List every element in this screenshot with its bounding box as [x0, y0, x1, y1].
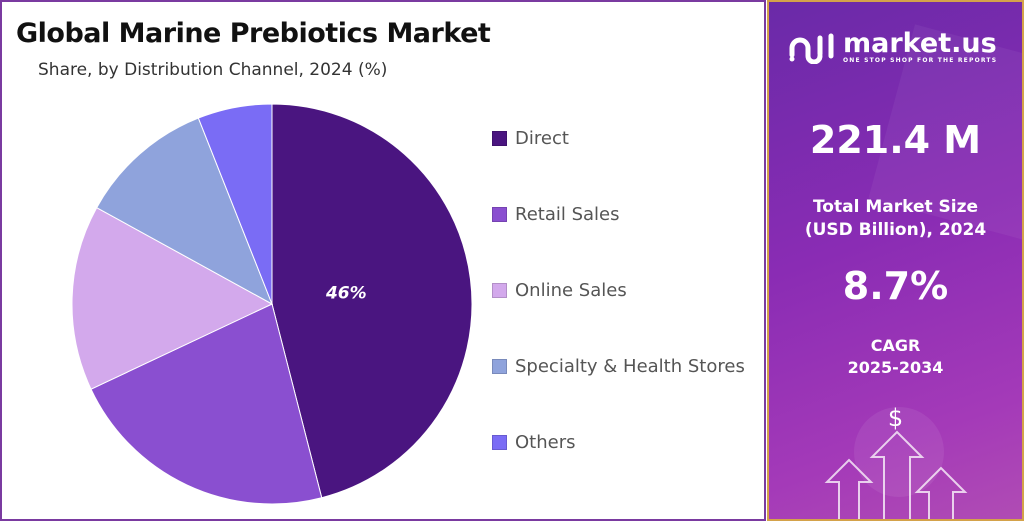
chart-panel: Global Marine Prebiotics Market Share, b…: [0, 0, 766, 521]
legend-item: Retail Sales: [492, 204, 620, 225]
legend-swatch: [492, 283, 507, 298]
legend-label: Others: [515, 432, 576, 453]
market-us-logo-icon: [789, 33, 834, 64]
legend-item: Direct: [492, 128, 569, 149]
market-size-value: 221.4 M: [809, 118, 982, 162]
brand-name: market.us: [843, 27, 997, 59]
pie-slice-direct: [271, 103, 473, 499]
legend-label: Specialty & Health Stores: [515, 356, 745, 377]
legend-swatch: [492, 359, 507, 374]
brand-tagline: ONE STOP SHOP FOR THE REPORTS: [843, 56, 998, 64]
market-size-label-2: (USD Billion), 2024: [804, 220, 987, 240]
summary-panel: market.us ONE STOP SHOP FOR THE REPORTS …: [767, 0, 1024, 521]
pie-slice-online-sales: [71, 206, 274, 390]
legend-item: Online Sales: [492, 280, 627, 301]
legend-item: Others: [492, 432, 576, 453]
cagr-label: CAGR: [870, 336, 921, 355]
market-size-label-1: Total Market Size: [812, 197, 979, 217]
cagr-value: 8.7%: [842, 264, 949, 308]
arrows-decoration: [824, 24, 1022, 519]
legend-swatch: [492, 131, 507, 146]
legend-swatch: [492, 207, 507, 222]
chart-title: Global Marine Prebiotics Market: [16, 18, 491, 49]
brand-logo: market.us ONE STOP SHOP FOR THE REPORTS: [787, 30, 997, 64]
pie-slice-specialty-health-stores: [96, 117, 273, 306]
legend-label: Online Sales: [515, 280, 627, 301]
dollar-icon: $: [887, 404, 904, 432]
legend-swatch: [492, 435, 507, 450]
legend-label: Direct: [515, 128, 569, 149]
legend-item: Specialty & Health Stores: [492, 356, 745, 377]
pie-slice-others: [197, 103, 273, 305]
chart-subtitle: Share, by Distribution Channel, 2024 (%): [38, 60, 388, 80]
legend-label: Retail Sales: [515, 204, 620, 225]
pie-slice-retail-sales: [90, 303, 323, 505]
pie-chart: 46%: [71, 103, 473, 505]
cagr-period: 2025-2034: [847, 358, 944, 377]
data-label: 46%: [325, 284, 367, 304]
